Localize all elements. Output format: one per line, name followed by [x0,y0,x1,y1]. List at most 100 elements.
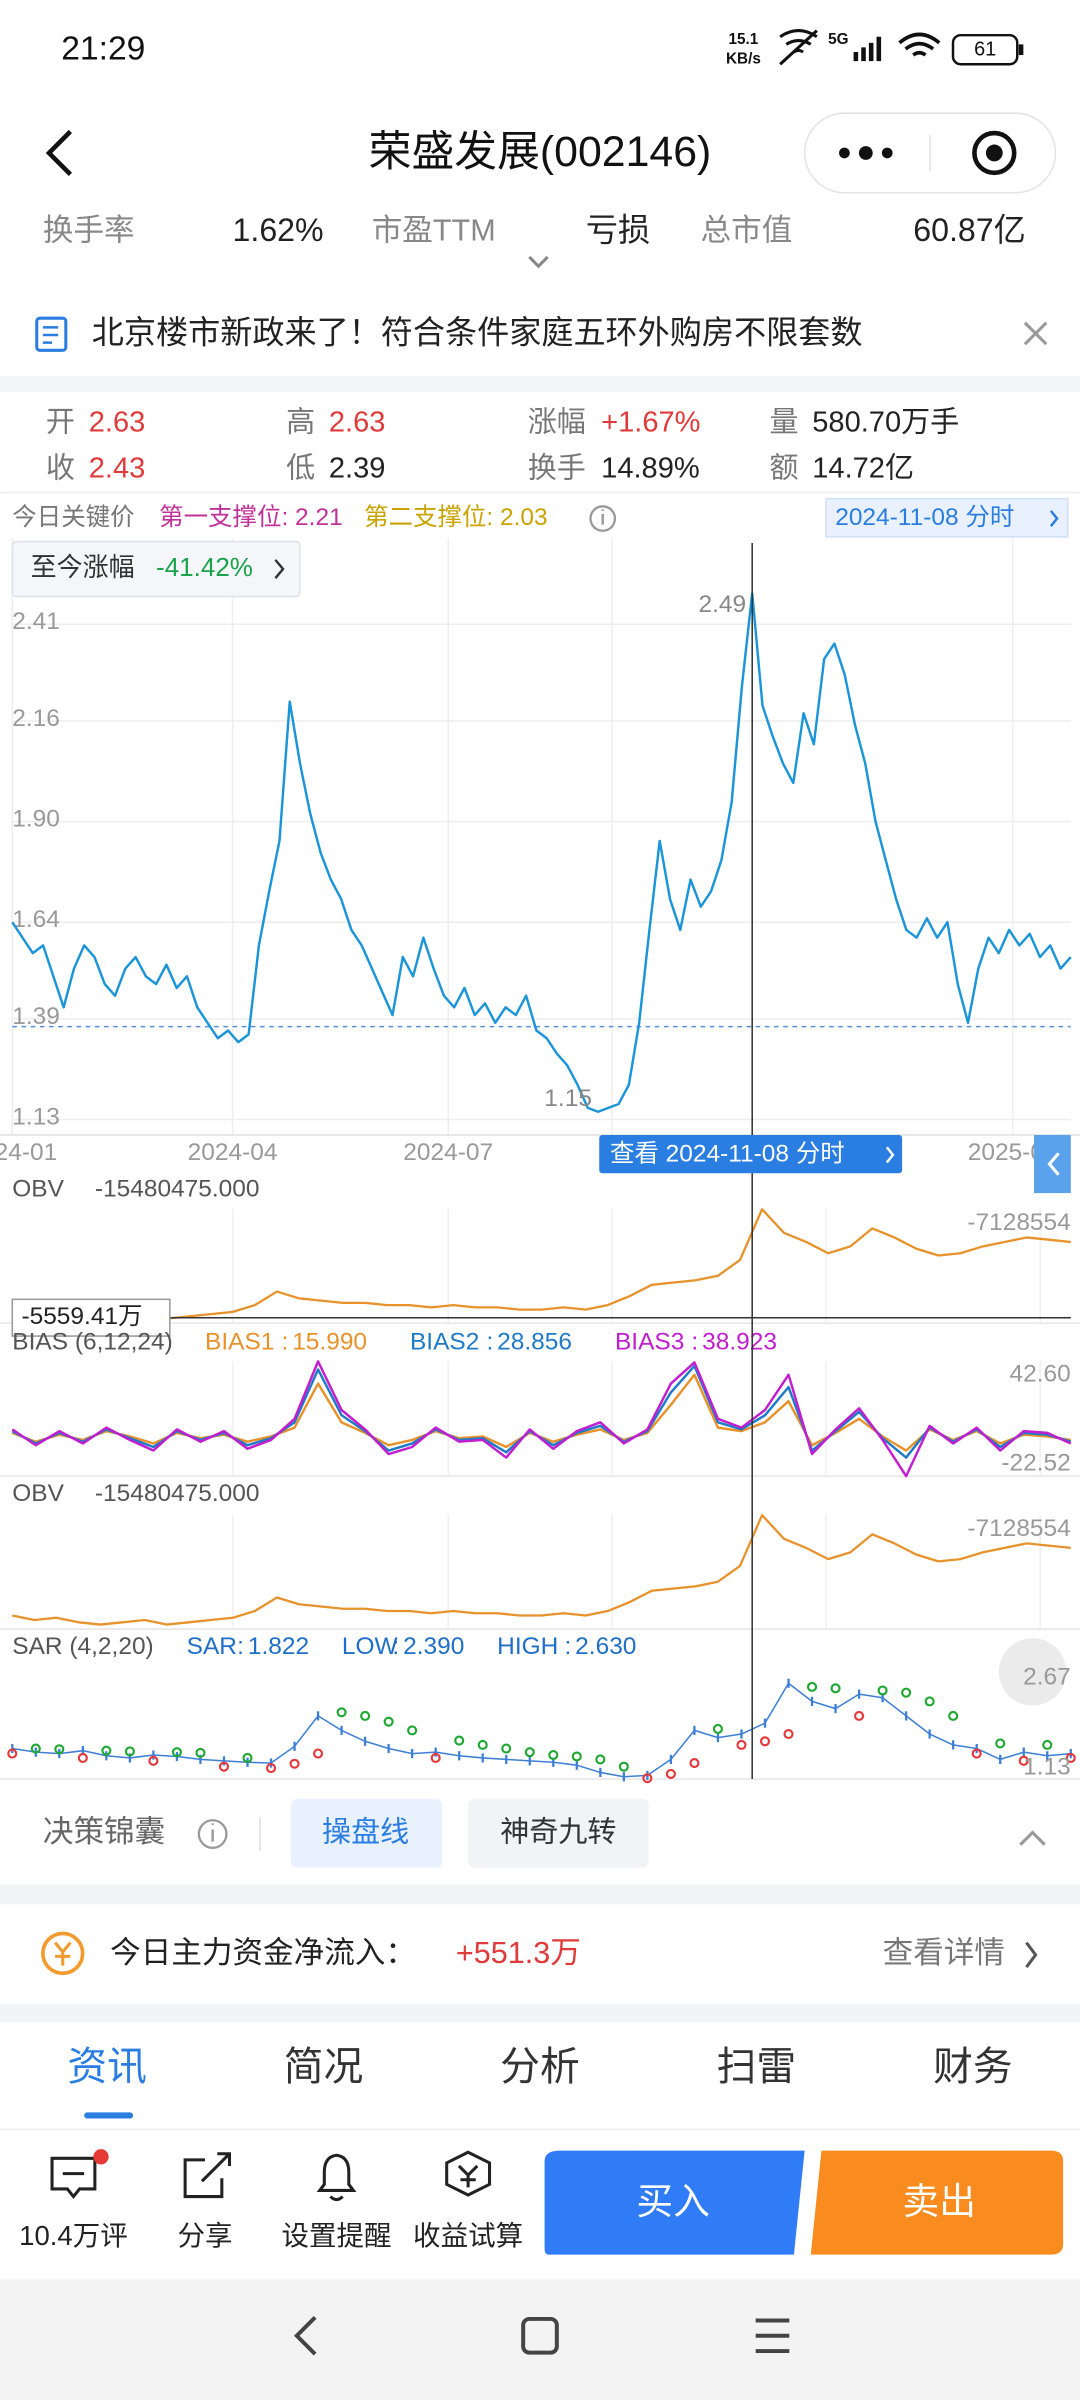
battery [951,33,1019,66]
fund-link[interactable]: 查看详情 [883,1936,1005,1970]
action-label[interactable]: 10.4万评 [19,2220,128,2251]
sell-text[interactable]: 卖出 [903,2181,976,2222]
sar-dot [712,1723,723,1734]
bottom-actions: 10.4万评 分享 设置提醒 收益试算 [19,2220,523,2251]
quote-value: 2.43 [89,452,146,484]
quote-value: 14.89% [601,452,700,484]
crosshair-button-text[interactable]: 查看 2024-11-08 分时 [610,1139,845,1167]
news-text[interactable]: 北京楼市新政来了！符合条件家庭五环外购房不限套数 [92,314,863,350]
nav-home[interactable] [521,2316,559,2355]
x-tick-label: 2024-07 [403,1139,493,1166]
fund-icon [41,1931,85,1976]
side-tab[interactable] [1034,1134,1071,1194]
legend-name: BIAS2 [410,1328,479,1355]
sar-dot [124,1746,135,1757]
sar-dot [854,1710,865,1721]
info-icon[interactable] [197,1819,228,1849]
bell-icon[interactable] [316,2153,357,2202]
y-tick-label: -7128554 [967,1209,1070,1236]
more-dot[interactable] [881,147,893,159]
more-dot[interactable] [858,146,873,160]
crosshair-value-box [11,1298,171,1337]
nav-menu[interactable] [755,2318,790,2354]
separator [0,1884,1080,1905]
tab-pill-text[interactable]: 操盘线 [322,1816,409,1849]
crosshair-value: -5559.41万 [21,1303,142,1330]
crosshair-button[interactable] [599,1134,903,1174]
sar-dot [30,1743,41,1754]
fund-label: 今日主力资金净流入： [110,1936,416,1970]
status-time: 21:29 [61,30,145,67]
y-tick-label: 2.41 [12,608,60,635]
tab[interactable]: 扫雷 [717,2045,797,2089]
quote-label: 量 [769,406,798,438]
metric-label: 换手率 [43,214,135,248]
metrics-row: 换手率 1.62% 市盈TTM 亏损 总市值 60.87亿 [43,212,1026,248]
legend-sep: : [564,1633,571,1660]
more-dot[interactable] [839,147,850,159]
key-price-title: 今日关键价 [12,503,134,531]
news-close[interactable] [1023,321,1048,346]
chevron [885,1146,895,1164]
comment-icon[interactable] [50,2156,97,2200]
indicator-name: OBV [12,1176,64,1203]
bias-line [11,1360,1072,1478]
action-label[interactable]: 分享 [177,2220,232,2251]
wifi-icon [898,32,941,57]
change-value: -41.42% [156,552,253,582]
legend-value: 2.630 [575,1633,636,1660]
network-type: 5G [828,31,848,48]
sar-dot [430,1752,441,1763]
calc-icon[interactable] [445,2150,492,2197]
metric-value: 1.62% [233,212,324,248]
legend-value: 38.923 [702,1328,777,1355]
fund-icon-yen [53,1941,72,1966]
tab-pill-active[interactable] [290,1798,443,1868]
share-icon[interactable] [183,2152,232,2199]
sar-dot [736,1739,747,1750]
date-button-text[interactable]: 2024-11-08 分时 [835,503,1014,531]
change-label: 至今涨幅 [31,552,135,582]
y-tick-label: 1.64 [12,906,60,933]
tab-pill-text[interactable]: 神奇九转 [500,1816,616,1849]
expand-icon[interactable] [528,255,549,269]
buy-button[interactable] [544,2150,805,2255]
tab[interactable]: 简况 [284,2045,364,2089]
indicator-name: BIAS (6,12,24) [12,1328,173,1355]
tab[interactable]: 资讯 [67,2045,147,2089]
price-line [11,592,1072,1113]
sar-dot [242,1752,253,1763]
metric-value: 亏损 [586,212,650,248]
nav-back[interactable] [293,2315,317,2356]
tab[interactable]: 财务 [933,2045,1013,2089]
chevron [1025,1941,1038,1969]
sar-dot [265,1763,277,1774]
change-badge[interactable] [11,540,301,598]
buy-text[interactable]: 买入 [636,2181,709,2222]
reset-button[interactable] [998,1638,1067,1706]
date-button[interactable] [825,497,1069,538]
tab[interactable]: 分析 [500,2045,580,2089]
legend-sep: : [392,1633,399,1660]
sar-dot [77,1752,88,1763]
sar-dot [454,1735,465,1746]
sar-dot [548,1749,559,1761]
back-button[interactable] [45,129,73,177]
action-label[interactable]: 收益试算 [413,2220,523,2251]
page-title: 荣盛发展(002146) [369,128,712,176]
action-label[interactable]: 设置提醒 [282,2220,392,2251]
sar-dot [360,1710,371,1721]
sell-button[interactable] [810,2150,1064,2255]
badge-dot [93,2149,109,2165]
info-icon[interactable] [589,505,617,532]
sar-dot [806,1681,818,1692]
obv-line [12,1514,1071,1626]
legend-name: BIAS3 [615,1328,684,1355]
tab-pill[interactable] [468,1798,649,1868]
quote-value: 580.70万手 [812,405,959,438]
sar-dot [171,1747,182,1758]
close-mini[interactable] [972,130,1017,176]
collapse-icon[interactable] [1019,1830,1046,1846]
